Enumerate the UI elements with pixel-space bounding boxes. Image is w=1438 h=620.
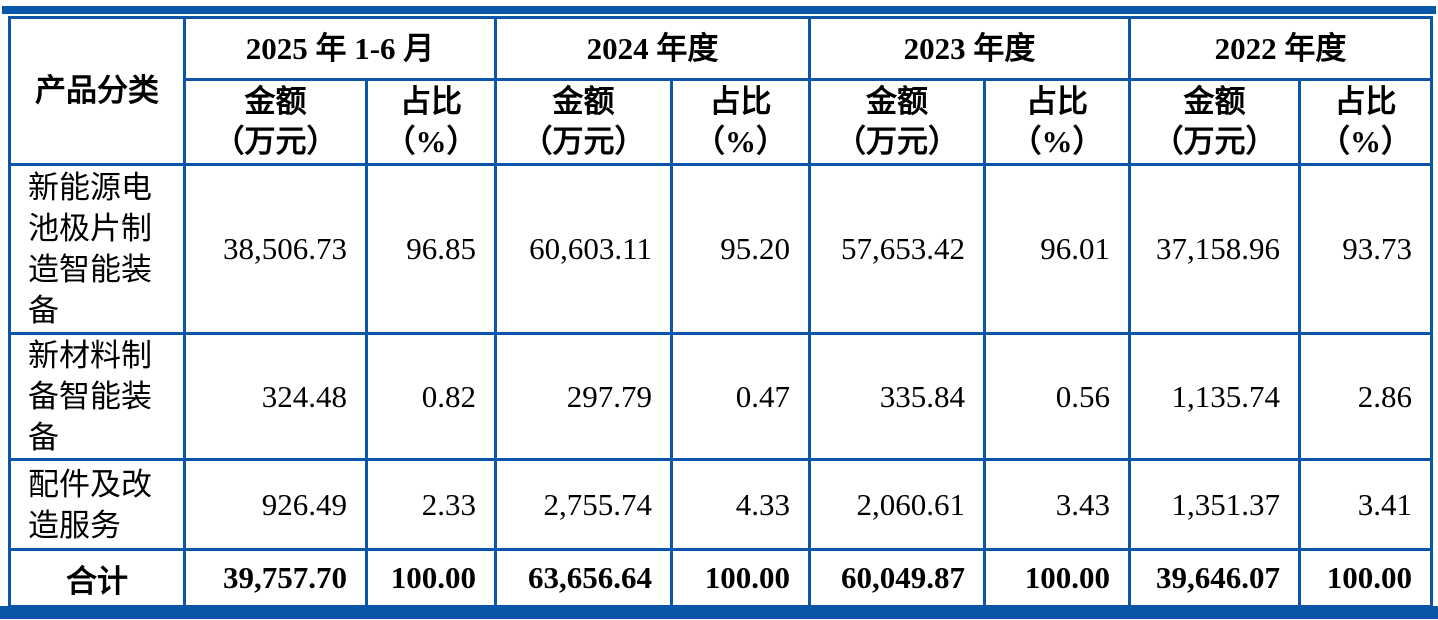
ratio-value: 2.33: [364, 458, 498, 551]
total-amount-value: 39,757.70: [183, 548, 368, 608]
amount-value: 37,158.96: [1128, 163, 1302, 335]
category-label: 新材料制备智能装备: [8, 332, 186, 461]
amount-value: 297.79: [494, 332, 674, 461]
total-row: 合计 39,757.70 100.00 63,656.64 100.00 60,…: [8, 548, 1434, 608]
ratio-value: 0.47: [670, 332, 812, 461]
total-label: 合计: [8, 548, 186, 608]
total-ratio-value: 100.00: [364, 548, 498, 608]
ratio-value: 93.73: [1298, 163, 1434, 335]
ratio-header: 占比 （%）: [1298, 78, 1434, 166]
category-label: 新能源电池极片制造智能装备: [8, 163, 186, 335]
total-amount-value: 60,049.87: [808, 548, 987, 608]
total-ratio-value: 100.00: [670, 548, 812, 608]
ratio-value: 96.85: [364, 163, 498, 335]
ratio-value: 3.43: [983, 458, 1132, 551]
corner-header-product-category: 产品分类: [8, 16, 186, 166]
total-ratio-value: 100.00: [1298, 548, 1434, 608]
amount-value: 57,653.42: [808, 163, 987, 335]
amount-value: 2,755.74: [494, 458, 674, 551]
product-revenue-table: 产品分类 2025 年 1-6 月 2024 年度 2023 年度 2022 年…: [8, 16, 1434, 608]
top-accent-bar: [2, 6, 1436, 14]
amount-value: 926.49: [183, 458, 368, 551]
amount-value: 38,506.73: [183, 163, 368, 335]
year-header-row: 产品分类 2025 年 1-6 月 2024 年度 2023 年度 2022 年…: [8, 16, 1434, 166]
amount-value: 1,351.37: [1128, 458, 1302, 551]
table-row: 新能源电池极片制造智能装备 38,506.73 96.85 60,603.11 …: [8, 163, 1434, 335]
ratio-header: 占比 （%）: [364, 78, 498, 166]
year-header-2023: 2023 年度: [808, 16, 1132, 81]
ratio-header: 占比 （%）: [983, 78, 1132, 166]
total-ratio-value: 100.00: [983, 548, 1132, 608]
amount-value: 324.48: [183, 332, 368, 461]
ratio-value: 95.20: [670, 163, 812, 335]
ratio-value: 4.33: [670, 458, 812, 551]
amount-header: 金额 （万元）: [808, 78, 987, 166]
year-header-2022: 2022 年度: [1128, 16, 1434, 81]
amount-value: 335.84: [808, 332, 987, 461]
amount-value: 2,060.61: [808, 458, 987, 551]
category-label: 配件及改造服务: [8, 458, 186, 551]
ratio-value: 0.82: [364, 332, 498, 461]
ratio-value: 96.01: [983, 163, 1132, 335]
ratio-header: 占比 （%）: [670, 78, 812, 166]
year-header-2025: 2025 年 1-6 月: [182, 16, 498, 81]
ratio-value: 3.41: [1298, 458, 1434, 551]
ratio-value: 0.56: [983, 332, 1132, 461]
amount-value: 1,135.74: [1128, 332, 1302, 461]
amount-header: 金额 （万元）: [183, 78, 368, 166]
total-amount-value: 63,656.64: [494, 548, 674, 608]
amount-header: 金额 （万元）: [494, 78, 674, 166]
table-row: 新材料制备智能装备 324.48 0.82 297.79 0.47 335.84…: [8, 332, 1434, 461]
amount-header: 金额 （万元）: [1128, 78, 1302, 166]
table-row: 配件及改造服务 926.49 2.33 2,755.74 4.33 2,060.…: [8, 458, 1434, 551]
sub-header-row: 金额 （万元） 占比 （%） 金额 （万元） 占比 （%） 金额 （万元） 占比…: [10, 78, 1434, 166]
amount-value: 60,603.11: [494, 163, 674, 335]
ratio-value: 2.86: [1298, 332, 1434, 461]
total-amount-value: 39,646.07: [1128, 548, 1302, 608]
bottom-accent-bar: [0, 606, 1438, 619]
year-header-2024: 2024 年度: [494, 16, 812, 81]
